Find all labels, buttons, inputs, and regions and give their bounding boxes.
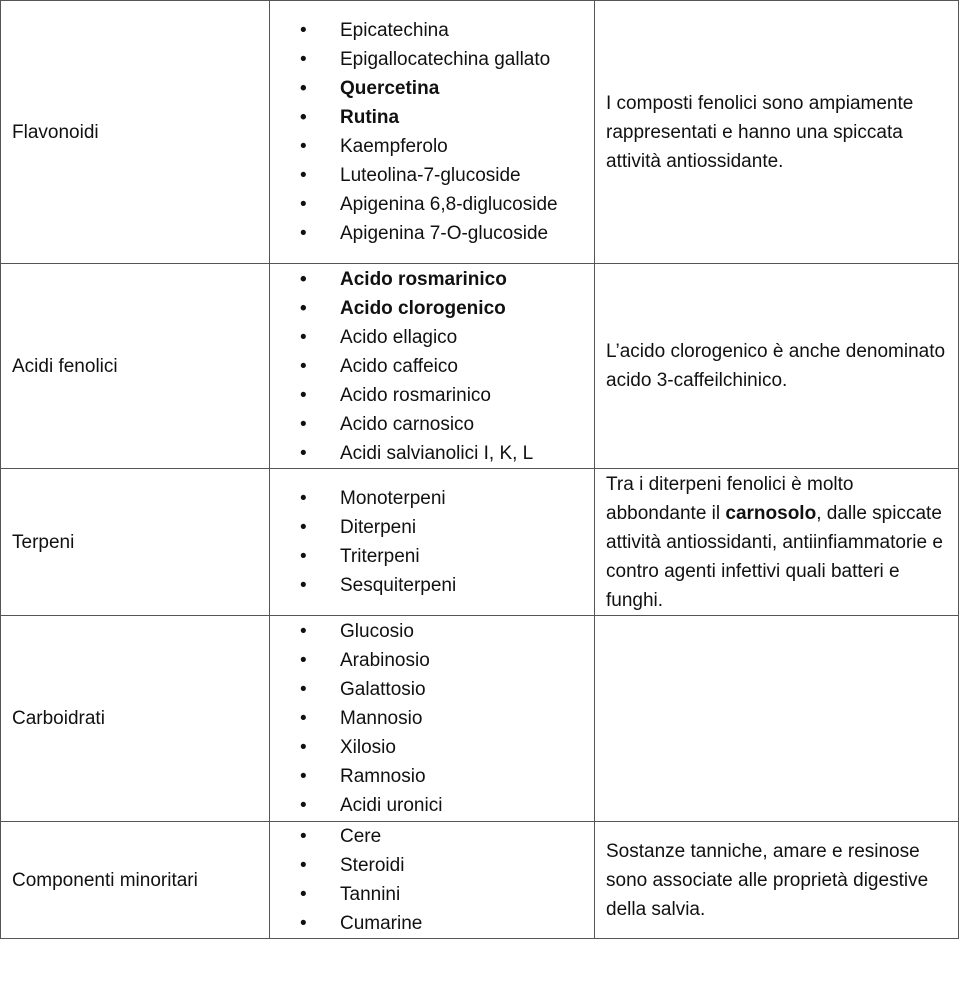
table-row: TerpeniMonoterpeniDiterpeniTriterpeniSes…	[0, 468, 959, 616]
list-item: Diterpeni	[270, 513, 594, 542]
list-item: Xilosio	[270, 733, 594, 762]
list-item: Acidi salvianolici I, K, L	[270, 439, 594, 468]
list-item: Kaempferolo	[270, 132, 594, 161]
compounds-table: FlavonoidiEpicatechinaEpigallocatechina …	[0, 0, 959, 939]
compounds-cell: CereSteroidiTanniniCumarine	[269, 821, 595, 939]
list-item: Cere	[270, 822, 594, 851]
note-text: Sostanze tanniche, amare e resinose sono…	[606, 840, 929, 920]
note-text: L’acido clorogenico è anche denominato a…	[606, 341, 946, 391]
compound-list: MonoterpeniDiterpeniTriterpeniSesquiterp…	[270, 484, 594, 600]
note-cell: Sostanze tanniche, amare e resinose sono…	[594, 821, 959, 939]
note-cell: I composti fenolici sono ampiamente rapp…	[594, 0, 959, 264]
list-item: Acidi uronici	[270, 791, 594, 820]
compound-list: EpicatechinaEpigallocatechina gallatoQue…	[270, 16, 594, 248]
compound-list: Acido rosmarinicoAcido clorogenicoAcido …	[270, 265, 594, 468]
compound-list: GlucosioArabinosioGalattosioMannosioXilo…	[270, 617, 594, 820]
category-cell: Acidi fenolici	[0, 263, 270, 469]
list-item: Arabinosio	[270, 646, 594, 675]
list-item: Acido rosmarinico	[270, 381, 594, 410]
note-text: , dalle spiccate attività antiossidanti,…	[606, 502, 943, 611]
list-item: Acido carnosico	[270, 410, 594, 439]
note-text: carnosolo	[725, 502, 817, 524]
list-item: Rutina	[270, 103, 594, 132]
table-row: FlavonoidiEpicatechinaEpigallocatechina …	[0, 0, 959, 264]
list-item: Apigenina 7-O-glucoside	[270, 219, 594, 248]
list-item: Acido rosmarinico	[270, 265, 594, 294]
list-item: Acido clorogenico	[270, 294, 594, 323]
note-cell: Tra i diterpeni fenolici è molto abbonda…	[594, 468, 959, 616]
compounds-cell: MonoterpeniDiterpeniTriterpeniSesquiterp…	[269, 468, 595, 616]
list-item: Epigallocatechina gallato	[270, 45, 594, 74]
list-item: Quercetina	[270, 74, 594, 103]
list-item: Glucosio	[270, 617, 594, 646]
table-row: Acidi fenoliciAcido rosmarinicoAcido clo…	[0, 263, 959, 469]
table-row: CarboidratiGlucosioArabinosioGalattosioM…	[0, 615, 959, 822]
list-item: Monoterpeni	[270, 484, 594, 513]
category-cell: Terpeni	[0, 468, 270, 616]
note-text: I composti fenolici sono ampiamente rapp…	[606, 92, 914, 172]
note-cell: L’acido clorogenico è anche denominato a…	[594, 263, 959, 469]
compounds-cell: Acido rosmarinicoAcido clorogenicoAcido …	[269, 263, 595, 469]
list-item: Ramnosio	[270, 762, 594, 791]
list-item: Triterpeni	[270, 542, 594, 571]
category-cell: Carboidrati	[0, 615, 270, 822]
category-cell: Flavonoidi	[0, 0, 270, 264]
note-cell	[594, 615, 959, 822]
list-item: Sesquiterpeni	[270, 571, 594, 600]
compound-list: CereSteroidiTanniniCumarine	[270, 822, 594, 938]
list-item: Mannosio	[270, 704, 594, 733]
list-item: Acido caffeico	[270, 352, 594, 381]
note-text: Tra i diterpeni fenolici è molto abbonda…	[606, 473, 854, 524]
compounds-cell: GlucosioArabinosioGalattosioMannosioXilo…	[269, 615, 595, 822]
category-cell: Componenti minoritari	[0, 821, 270, 939]
compounds-cell: EpicatechinaEpigallocatechina gallatoQue…	[269, 0, 595, 264]
list-item: Steroidi	[270, 851, 594, 880]
list-item: Epicatechina	[270, 16, 594, 45]
list-item: Acido ellagico	[270, 323, 594, 352]
list-item: Galattosio	[270, 675, 594, 704]
list-item: Luteolina-7-glucoside	[270, 161, 594, 190]
list-item: Tannini	[270, 880, 594, 909]
list-item: Cumarine	[270, 909, 594, 938]
list-item: Apigenina 6,8-diglucoside	[270, 190, 594, 219]
table-row: Componenti minoritariCereSteroidiTannini…	[0, 821, 959, 939]
